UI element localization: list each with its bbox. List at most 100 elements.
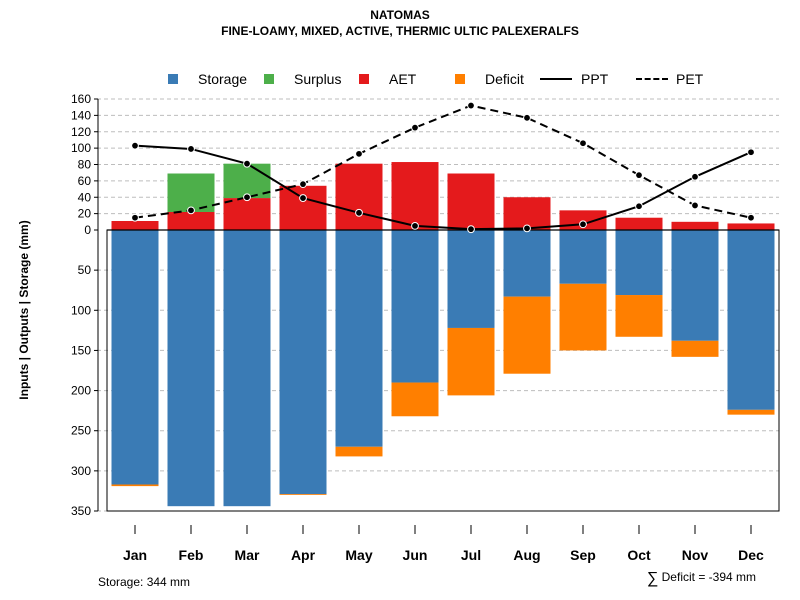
ppt-point	[523, 224, 531, 233]
storage-bar	[335, 230, 383, 447]
legend-swatch-storage	[168, 74, 178, 84]
storage-bar	[111, 230, 159, 485]
surplus-bar	[167, 173, 215, 212]
pet-point	[411, 123, 419, 132]
y-tick-label: 140	[71, 108, 91, 122]
legend-label-aet: AET	[389, 71, 417, 87]
pet-point	[747, 213, 755, 222]
legend-swatch-surplus	[264, 74, 274, 84]
deficit-bar	[727, 409, 775, 415]
storage-bar	[727, 230, 775, 410]
y-tick-label: 150	[71, 343, 91, 357]
x-tick-label: Dec	[738, 547, 764, 563]
storage-bar	[447, 230, 495, 328]
x-tick-label: Nov	[682, 547, 709, 563]
pet-point	[691, 201, 699, 210]
pet-point	[579, 139, 587, 148]
ppt-point	[635, 202, 643, 211]
storage-bar	[167, 230, 215, 507]
legend-swatch-aet	[359, 74, 369, 84]
pet-point	[131, 213, 139, 222]
y-tick-label: 350	[71, 504, 91, 518]
storage-bar	[559, 230, 607, 284]
x-tick-label: Jul	[461, 547, 481, 563]
ppt-point	[467, 225, 475, 234]
ppt-line	[134, 144, 752, 231]
x-tick-label: Apr	[291, 547, 316, 563]
legend-swatch-deficit	[455, 74, 465, 84]
y-tick-label: 80	[78, 158, 92, 172]
legend-line-pet	[636, 78, 668, 80]
aet-bar	[615, 217, 663, 230]
deficit-bar	[671, 340, 719, 357]
pet-point	[187, 206, 195, 215]
legend-label-ppt: PPT	[581, 71, 609, 87]
ppt-point	[355, 208, 363, 217]
x-tick-label: Jun	[403, 547, 428, 563]
deficit-bar	[335, 446, 383, 457]
y-tick-label: 100	[71, 141, 91, 155]
ppt-point	[691, 172, 699, 181]
y-tick-label: 20	[78, 207, 92, 221]
storage-bar	[223, 230, 271, 507]
pet-point	[243, 193, 251, 202]
y-tick-label: 160	[71, 92, 91, 106]
x-tick-label: May	[345, 547, 372, 563]
pet-point	[467, 101, 475, 110]
aet-bar	[167, 211, 215, 230]
aet-bar	[671, 221, 719, 230]
storage-bar	[279, 230, 327, 495]
deficit-bar	[447, 327, 495, 396]
y-tick-label: 250	[71, 424, 91, 438]
sum-symbol: ∑	[646, 570, 659, 587]
ppt-point	[299, 194, 307, 202]
deficit-bar	[559, 283, 607, 351]
legend-label-pet: PET	[676, 71, 704, 87]
storage-bar	[391, 230, 439, 383]
storage-total: Storage: 344 mm	[98, 575, 191, 589]
ppt-point	[131, 141, 139, 150]
x-tick-label: Sep	[570, 547, 596, 563]
y-tick-label: 40	[78, 190, 92, 204]
chart-title: NATOMAS	[370, 8, 430, 22]
y-tick-label: 50	[78, 263, 92, 277]
aet-bar	[447, 173, 495, 230]
y-axis-label: Inputs | Outputs | Storage (mm)	[17, 220, 31, 399]
aet-bar	[391, 162, 439, 230]
legend-line-ppt	[540, 78, 572, 80]
ppt-point	[243, 159, 251, 168]
storage-bar	[503, 230, 551, 297]
x-tick-label: Mar	[235, 547, 260, 563]
aet-bar	[223, 198, 271, 230]
pet-point	[523, 113, 531, 122]
aet-bar	[727, 223, 775, 230]
deficit-total-text: Deficit = -394 mm	[661, 570, 756, 584]
y-tick-label: 300	[71, 464, 91, 478]
y-tick-label: 120	[71, 125, 91, 139]
deficit-bar	[503, 296, 551, 374]
chart-subtitle: FINE-LOAMY, MIXED, ACTIVE, THERMIC ULTIC…	[221, 24, 579, 38]
x-tick-label: Oct	[627, 547, 651, 563]
deficit-bar	[111, 484, 159, 487]
x-tick-label: Feb	[179, 547, 204, 563]
aet-bar	[335, 163, 383, 230]
deficit-bar	[279, 494, 327, 495]
y-tick-label: 200	[71, 384, 91, 398]
aet-bar	[111, 220, 159, 230]
ppt-point	[579, 220, 587, 229]
pet-point	[299, 180, 307, 189]
pet-point	[355, 149, 363, 158]
ppt-point	[411, 222, 419, 230]
deficit-bar	[391, 382, 439, 417]
pet-line	[134, 104, 752, 219]
deficit-total: ∑ Deficit = -394 mm	[647, 570, 756, 588]
aet-bar	[279, 185, 327, 230]
x-tick-label: Jan	[123, 547, 147, 563]
legend: Storage Surplus AET Deficit PPT PET	[0, 70, 800, 90]
y-tick-label: 100	[71, 303, 91, 317]
x-tick-label: Aug	[513, 547, 540, 563]
storage-bar	[671, 230, 719, 341]
pet-point	[635, 171, 643, 180]
legend-label-storage: Storage	[198, 71, 248, 87]
